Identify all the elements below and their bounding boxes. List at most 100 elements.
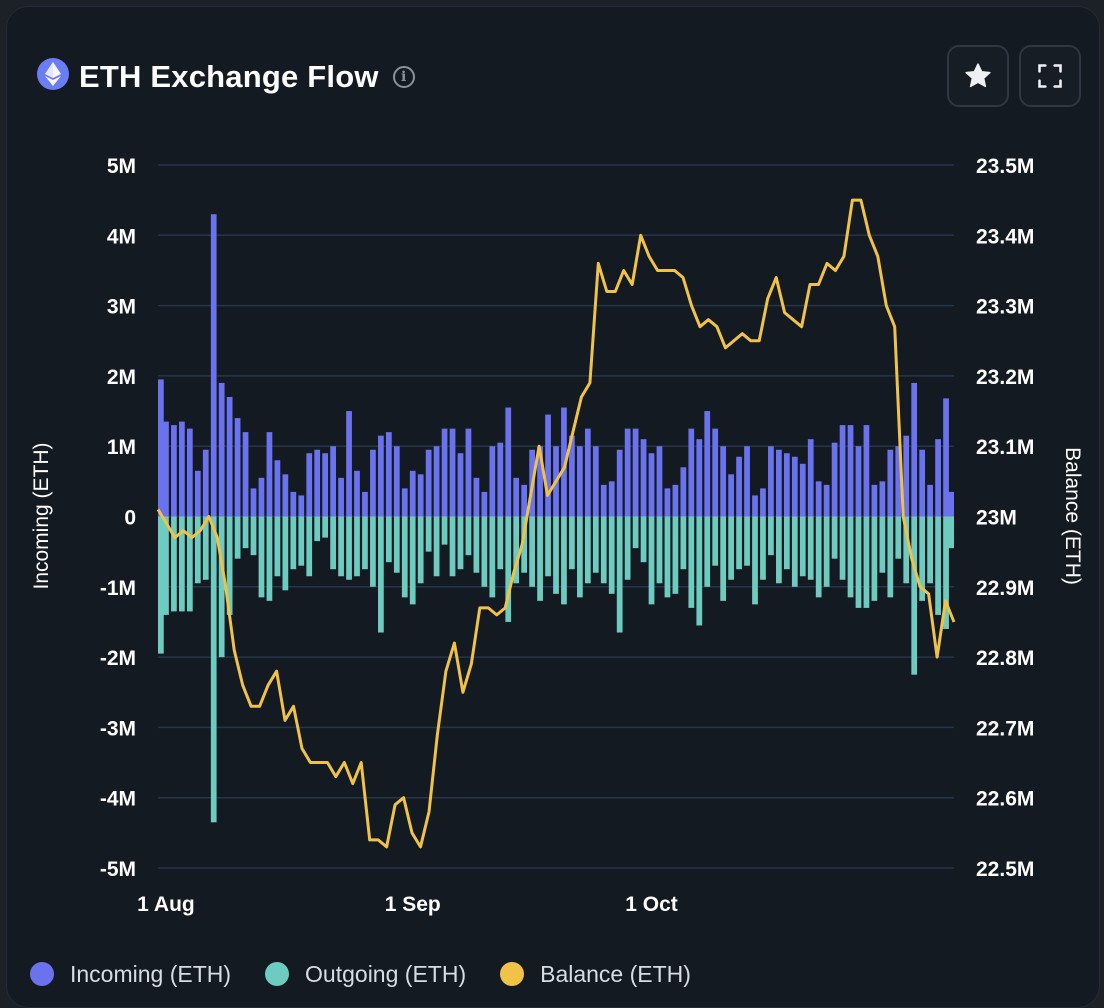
outgoing-bar bbox=[815, 516, 822, 598]
outgoing-bar bbox=[911, 516, 918, 675]
incoming-bar bbox=[656, 446, 663, 517]
outgoing-bar bbox=[927, 516, 933, 584]
outgoing-bar bbox=[537, 516, 543, 601]
outgoing-bar bbox=[186, 516, 193, 612]
right-axis-title: Balance (ETH) bbox=[1061, 447, 1084, 585]
outgoing-bar bbox=[728, 516, 734, 580]
legend-item-incoming[interactable]: Incoming (ETH) bbox=[30, 961, 231, 988]
incoming-bar bbox=[948, 491, 954, 517]
outgoing-bar bbox=[704, 516, 711, 587]
outgoing-bar bbox=[529, 516, 535, 587]
outgoing-bar bbox=[322, 516, 329, 538]
incoming-bar bbox=[322, 453, 329, 517]
outgoing-bar bbox=[171, 516, 177, 612]
outgoing-bar bbox=[696, 516, 703, 626]
incoming-bar bbox=[728, 474, 734, 517]
incoming-bar bbox=[417, 474, 424, 517]
right-axis-tick-label: 22.9M bbox=[976, 577, 1034, 600]
outgoing-bar bbox=[688, 516, 695, 608]
outgoing-bar bbox=[752, 516, 758, 605]
incoming-bar bbox=[537, 446, 543, 517]
left-axis-tick-label: 0 bbox=[124, 507, 136, 530]
outgoing-bar bbox=[346, 516, 352, 580]
fullscreen-button[interactable] bbox=[1019, 45, 1081, 107]
incoming-bar bbox=[760, 488, 766, 517]
left-axis-tick-label: 4M bbox=[107, 225, 136, 248]
right-axis-tick-label: 22.7M bbox=[976, 717, 1034, 740]
incoming-bar bbox=[202, 449, 209, 517]
outgoing-bar bbox=[768, 516, 774, 556]
incoming-bar bbox=[330, 446, 336, 517]
outgoing-bar bbox=[393, 516, 400, 573]
outgoing-bar bbox=[409, 516, 416, 605]
left-axis-tick-label: 3M bbox=[107, 296, 136, 319]
outgoing-bar bbox=[306, 516, 313, 577]
incoming-bar bbox=[370, 449, 376, 517]
legend-item-outgoing[interactable]: Outgoing (ETH) bbox=[265, 961, 466, 988]
outgoing-bar bbox=[234, 516, 241, 559]
outgoing-bar bbox=[656, 516, 663, 584]
outgoing-bar bbox=[250, 516, 257, 556]
incoming-bar bbox=[266, 432, 273, 517]
balance-line bbox=[156, 198, 956, 849]
incoming-bar bbox=[927, 484, 933, 517]
outgoing-bar bbox=[943, 516, 949, 629]
exchange-flow-chart: 5M 23.5M 4M 23.4M 3M 23.3M 2M 23.2M 1M 23.1M 0 23M -… bbox=[30, 155, 1084, 916]
right-axis-tick-label: 23.4M bbox=[976, 225, 1034, 248]
incoming-bar bbox=[839, 425, 846, 517]
info-icon[interactable]: i bbox=[392, 66, 415, 88]
incoming-bar bbox=[194, 470, 201, 517]
incoming-bar bbox=[744, 446, 750, 517]
outgoing-bar bbox=[401, 516, 408, 598]
incoming-bar bbox=[672, 484, 679, 517]
incoming-bar bbox=[457, 453, 464, 517]
incoming-bar bbox=[449, 428, 456, 517]
outgoing-bar bbox=[736, 516, 742, 570]
outgoing-bar bbox=[330, 516, 336, 570]
incoming-bar bbox=[791, 456, 798, 517]
favorite-button[interactable] bbox=[947, 45, 1009, 107]
outgoing-bar bbox=[632, 516, 639, 549]
expand-icon bbox=[1038, 64, 1062, 88]
outgoing-bar bbox=[855, 516, 862, 608]
incoming-bar bbox=[473, 477, 480, 517]
incoming-bar bbox=[497, 442, 504, 517]
chart-legend: Incoming (ETH) Outgoing (ETH) Balance (E… bbox=[30, 956, 725, 992]
outgoing-bar bbox=[616, 516, 623, 633]
incoming-bar bbox=[489, 446, 496, 517]
incoming-bar bbox=[234, 418, 241, 517]
left-axis-tick-label: -1M bbox=[100, 577, 136, 600]
outgoing-bar bbox=[783, 516, 790, 570]
incoming-bar bbox=[648, 453, 655, 517]
outgoing-bar bbox=[608, 516, 615, 594]
incoming-bar bbox=[569, 435, 575, 517]
right-axis-tick-label: 23.3M bbox=[976, 296, 1034, 319]
outgoing-bar bbox=[720, 516, 727, 601]
incoming-bar bbox=[393, 446, 400, 517]
incoming-bar bbox=[664, 488, 671, 517]
incoming-bar bbox=[186, 428, 193, 517]
legend-item-balance[interactable]: Balance (ETH) bbox=[500, 961, 691, 988]
outgoing-bar bbox=[314, 516, 321, 542]
outgoing-bar bbox=[266, 516, 273, 601]
incoming-bar bbox=[171, 425, 177, 517]
outgoing-bar bbox=[385, 516, 392, 563]
right-axis-tick-label: 22.5M bbox=[976, 858, 1034, 881]
incoming-bar bbox=[179, 421, 185, 517]
outgoing-bar bbox=[919, 516, 926, 601]
right-axis-tick-label: 23.1M bbox=[976, 436, 1034, 459]
incoming-bar bbox=[616, 449, 623, 517]
outgoing-bar bbox=[600, 516, 607, 584]
outgoing-bar bbox=[935, 516, 941, 615]
outgoing-bar bbox=[863, 516, 870, 608]
outgoing-bar bbox=[497, 516, 504, 570]
incoming-bar bbox=[887, 449, 894, 517]
outgoing-bar bbox=[179, 516, 185, 612]
left-axis-tick-label: -4M bbox=[100, 788, 136, 811]
incoming-bar bbox=[433, 446, 440, 517]
right-axis-tick-label: 23.5M bbox=[976, 155, 1034, 178]
left-axis-title: Incoming (ETH) bbox=[30, 442, 53, 589]
right-axis-tick-label: 23M bbox=[976, 507, 1017, 530]
ethereum-logo-icon bbox=[37, 58, 69, 90]
incoming-bar bbox=[935, 439, 941, 517]
